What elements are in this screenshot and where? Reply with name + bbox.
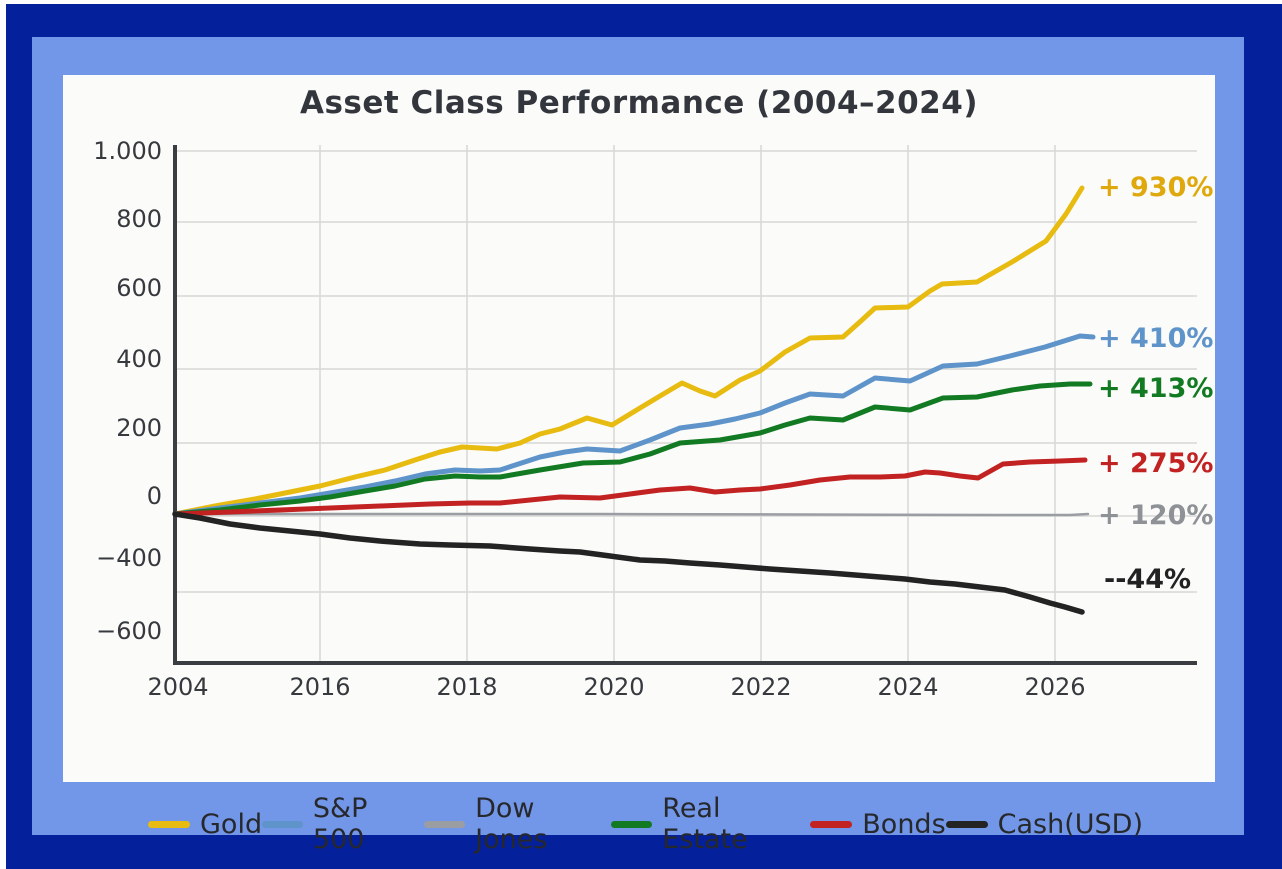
legend-swatch-icon: [424, 820, 466, 828]
legend-item: Bonds: [810, 808, 946, 840]
legend-item: Cash(USD): [945, 808, 1143, 840]
legend-swatch-icon: [262, 820, 303, 828]
legend-swatch-icon: [148, 820, 190, 828]
legend-item: Gold: [148, 809, 262, 840]
chart-title: Asset Class Performance (2004–2024): [299, 85, 978, 121]
legend-label: Dow Jones: [475, 793, 548, 855]
legend-label: Real Estate: [662, 793, 748, 855]
legend-label: Gold: [200, 808, 263, 840]
legend-item: Dow Jones: [424, 793, 611, 855]
legend-label: Cash(USD): [997, 808, 1143, 840]
chart-legend: Gold S&P 500 Dow Jones Real Estate Bonds Cash…: [148, 793, 1143, 855]
legend-swatch-icon: [611, 820, 653, 828]
legend-swatch-icon: [810, 820, 853, 828]
legend-label: Bonds: [862, 808, 946, 840]
chart-card: Asset Class Performance (2004–2024) Gold…: [63, 75, 1215, 855]
legend-label: S&P 500: [312, 793, 368, 855]
legend-item: S&P 500: [262, 793, 424, 855]
legend-swatch-icon: [945, 820, 988, 828]
legend-item: Real Estate: [611, 793, 810, 855]
